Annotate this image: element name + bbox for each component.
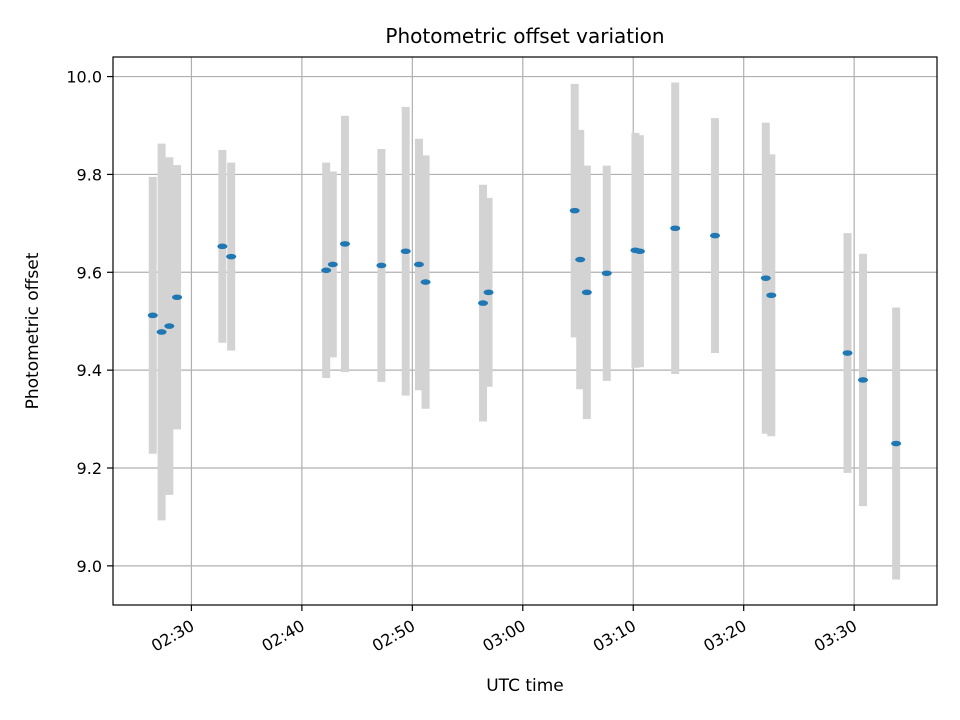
data-point: [842, 350, 853, 356]
data-point: [156, 329, 167, 335]
x-axis-label: UTC time: [486, 676, 564, 696]
y-tick-label: 9.0: [77, 557, 102, 576]
data-markers: [147, 207, 902, 447]
data-point: [376, 262, 387, 269]
y-axis: 9.0 9.2 9.4 9.6 9.8 10.0: [66, 68, 113, 576]
data-point: [478, 300, 489, 306]
data-point: [601, 270, 612, 277]
data-point: [581, 289, 592, 296]
data-point: [569, 207, 580, 214]
data-point: [217, 243, 228, 250]
data-point: [766, 292, 777, 299]
data-point: [483, 289, 494, 296]
data-point: [857, 377, 868, 383]
data-point: [420, 279, 431, 285]
data-point: [709, 232, 720, 239]
data-point: [172, 294, 183, 301]
data-point: [226, 253, 237, 260]
data-point: [164, 323, 175, 329]
data-point: [575, 256, 586, 263]
y-tick-label: 9.6: [77, 263, 102, 282]
y-tick-label: 9.4: [77, 361, 102, 380]
y-tick-label: 9.2: [77, 459, 102, 478]
data-point: [321, 267, 332, 274]
data-point: [760, 275, 771, 281]
data-point: [339, 241, 350, 247]
data-point: [147, 312, 158, 319]
data-point: [670, 225, 681, 232]
chart-title: Photometric offset variation: [385, 24, 664, 48]
y-tick-label: 10.0: [66, 68, 102, 87]
plot-frame: [112, 56, 938, 606]
y-tick-label: 9.8: [77, 165, 102, 184]
data-point: [634, 248, 645, 255]
data-point: [327, 261, 338, 268]
data-point: [413, 261, 424, 268]
y-axis-label: Photometric offset: [23, 252, 43, 409]
data-point: [400, 248, 411, 255]
data-point: [891, 440, 902, 447]
